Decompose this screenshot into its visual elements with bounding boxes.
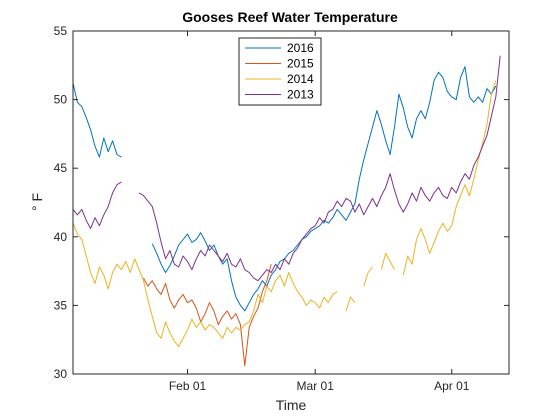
x-tick-label: Feb 01 — [169, 379, 207, 393]
y-tick-label: 45 — [54, 161, 68, 175]
x-tick-label: Apr 01 — [434, 379, 470, 393]
series-line-2015-segment-1 — [143, 264, 272, 367]
y-axis-label: ° F — [29, 193, 45, 211]
series-2016 — [72, 66, 497, 312]
series-line-2014-segment-4 — [380, 252, 395, 270]
legend-label-2013: 2013 — [287, 88, 314, 102]
series-line-2014-segment-1 — [72, 222, 338, 348]
series-line-2014-segment-2 — [345, 296, 356, 312]
series-2015 — [143, 264, 272, 367]
y-tick-label: 35 — [54, 298, 68, 312]
x-tick-label: Mar 01 — [297, 379, 335, 393]
y-tick-label: 50 — [54, 93, 68, 107]
series-2013 — [72, 55, 501, 282]
chart-title: Gooses Reef Water Temperature — [182, 9, 398, 25]
legend-box — [238, 37, 322, 106]
series-line-2016-segment-1 — [72, 82, 122, 158]
series-line-2014-segment-3 — [363, 266, 373, 287]
series-layer — [72, 55, 501, 367]
y-tick-label: 30 — [54, 367, 68, 381]
legend-label-2015: 2015 — [287, 57, 314, 71]
axes-layer: 30 35 40 45 50 55 Feb 01 Mar 01 Apr 01 — [54, 24, 510, 393]
series-line-2013-segment-1 — [72, 181, 122, 230]
y-tick-label: 40 — [54, 230, 68, 244]
axes-box — [72, 30, 510, 375]
series-line-2016-segment-2 — [151, 66, 497, 312]
series-line-2013-segment-2 — [138, 55, 501, 282]
x-axis-label: Time — [276, 397, 307, 413]
legend-label-2016: 2016 — [287, 41, 314, 55]
y-tick-label: 55 — [54, 24, 68, 38]
legend-label-2014: 2014 — [287, 72, 314, 86]
